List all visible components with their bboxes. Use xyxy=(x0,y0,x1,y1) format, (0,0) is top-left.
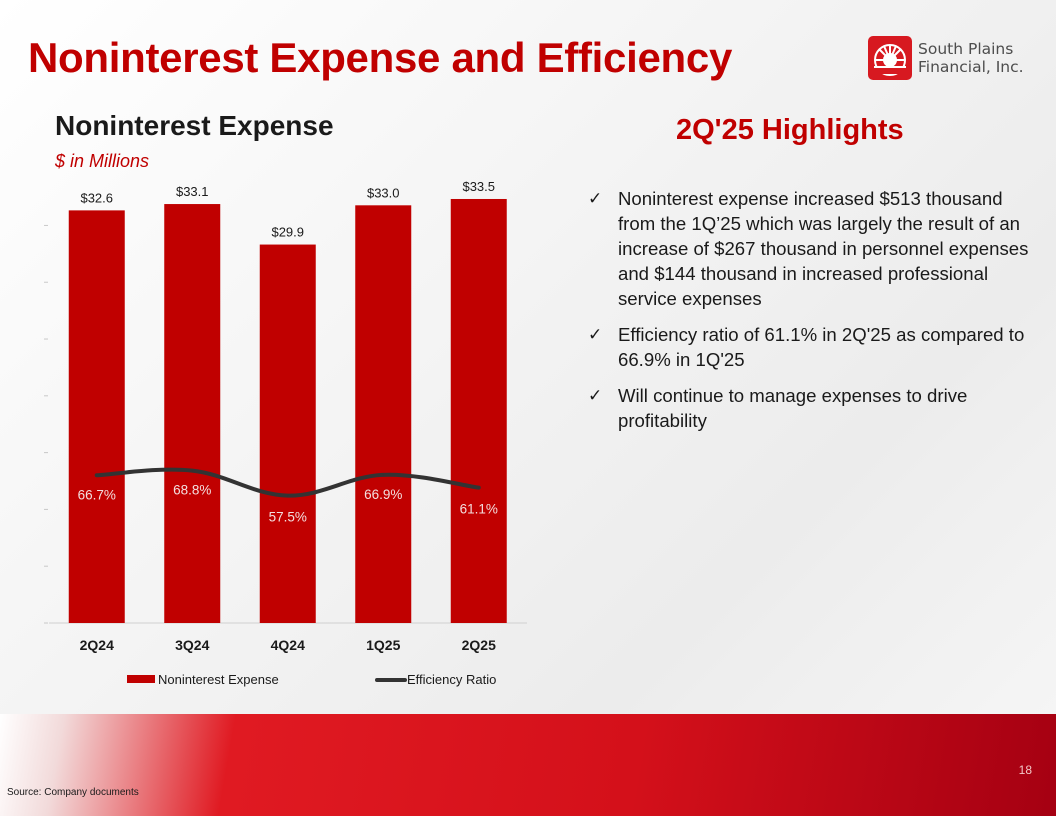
source-note: Source: Company documents xyxy=(7,787,139,798)
checkmark-icon: ✓ xyxy=(588,189,603,208)
bar-value-label: $33.1 xyxy=(176,184,209,199)
logo-line-2: Financial, Inc. xyxy=(918,58,1024,76)
bar-value-label: $33.5 xyxy=(462,180,495,194)
category-label: 2Q24 xyxy=(80,637,114,653)
highlight-text: Noninterest expense increased $513 thous… xyxy=(618,188,1029,309)
checkmark-icon: ✓ xyxy=(588,386,603,405)
bar xyxy=(164,204,221,623)
bar-value-label: $32.6 xyxy=(80,190,113,205)
category-label: 1Q25 xyxy=(366,637,400,653)
highlight-item: ✓ Efficiency ratio of 61.1% in 2Q'25 as … xyxy=(588,322,1038,372)
bar xyxy=(259,244,316,623)
bar-value-label: $29.9 xyxy=(271,225,304,240)
line-value-label: 57.5% xyxy=(269,510,307,525)
company-logo: South Plains Financial, Inc. xyxy=(868,36,1024,80)
page-number: 18 xyxy=(1018,763,1032,777)
line-point xyxy=(191,470,193,472)
line-value-label: 68.8% xyxy=(173,483,211,498)
slide-title: Noninterest Expense and Efficiency xyxy=(28,34,733,81)
checkmark-icon: ✓ xyxy=(588,325,603,344)
sunburst-logo-icon xyxy=(868,36,912,80)
noninterest-expense-chart: $32.6 2Q24 $33.1 3Q24 $29.9 4Q24 $33.0 1Q25 $33.… xyxy=(44,180,527,687)
line-value-label: 66.9% xyxy=(364,487,402,502)
line-value-label: 66.7% xyxy=(78,487,116,502)
bar xyxy=(68,210,125,623)
legend-line-label: Efficiency Ratio xyxy=(407,672,496,687)
highlight-item: ✓ Noninterest expense increased $513 tho… xyxy=(588,186,1038,311)
logo-line-1: South Plains xyxy=(918,40,1014,58)
line-value-label: 61.1% xyxy=(460,502,498,517)
bar-value-label: $33.0 xyxy=(367,185,400,200)
bar xyxy=(355,205,412,624)
chart-title: Noninterest Expense xyxy=(55,110,334,141)
chart-subtitle: $ in Millions xyxy=(55,151,150,171)
footer-band xyxy=(0,714,1056,816)
category-label: 2Q25 xyxy=(462,637,496,653)
line-point xyxy=(287,495,289,497)
highlight-text: Efficiency ratio of 61.1% in 2Q'25 as co… xyxy=(618,324,1025,370)
line-point xyxy=(96,474,98,476)
line-point xyxy=(382,474,384,476)
category-label: 4Q24 xyxy=(271,637,305,653)
highlights-title: 2Q'25 Highlights xyxy=(676,114,904,146)
highlights-list: ✓ Noninterest expense increased $513 tho… xyxy=(588,186,1038,444)
category-label: 3Q24 xyxy=(175,637,209,653)
line-point xyxy=(478,487,480,489)
legend-bar-swatch xyxy=(127,675,155,683)
bar xyxy=(450,198,507,623)
highlight-text: Will continue to manage expenses to driv… xyxy=(618,385,968,431)
highlight-item: ✓ Will continue to manage expenses to dr… xyxy=(588,383,1038,433)
legend-bar-label: Noninterest Expense xyxy=(158,672,279,687)
